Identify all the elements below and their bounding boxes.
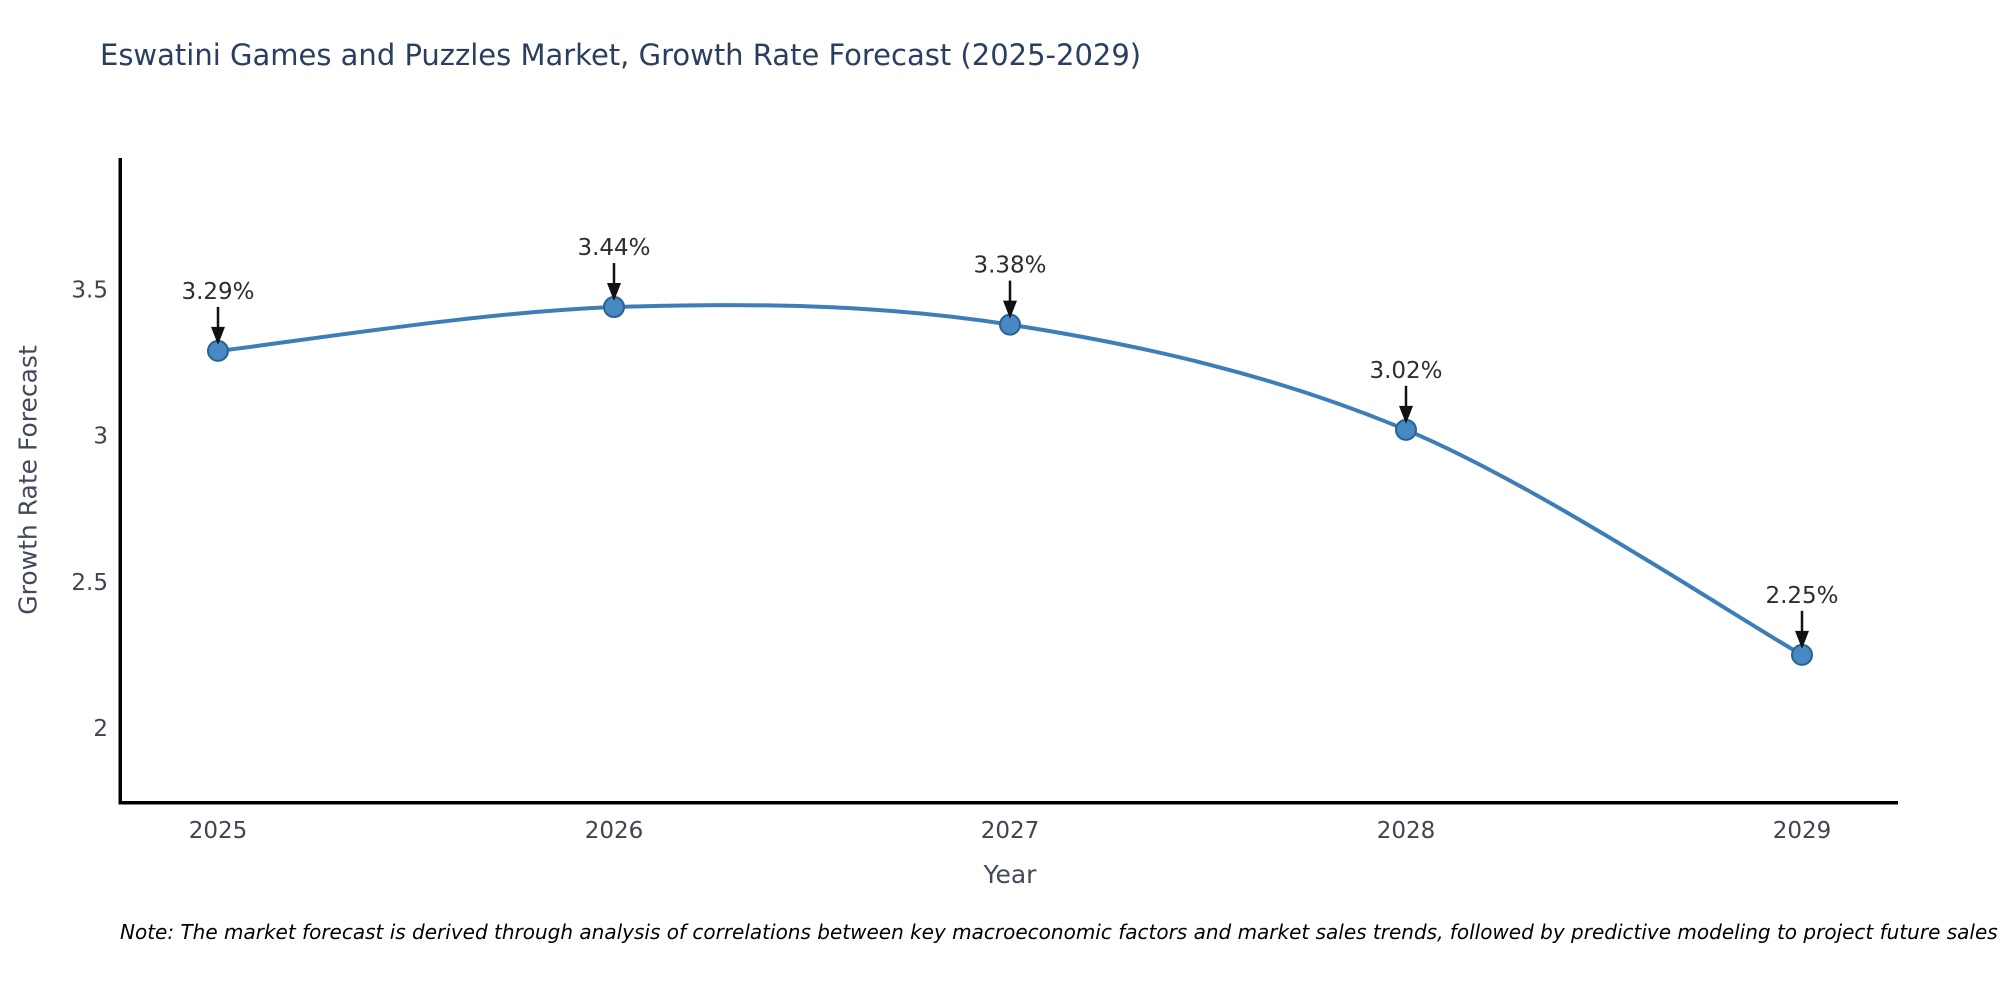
- x-tick-label: 2029: [1773, 818, 1832, 844]
- y-tick-label: 2: [93, 716, 108, 742]
- data-label: 3.29%: [181, 279, 254, 305]
- data-label: 3.02%: [1369, 358, 1442, 384]
- x-tick-label: 2026: [585, 818, 644, 844]
- x-tick-label: 2025: [189, 818, 248, 844]
- x-axis-title: Year: [983, 860, 1037, 889]
- trend-line: [216, 303, 1804, 657]
- x-tick-label: 2028: [1377, 818, 1436, 844]
- y-tick-label: 3: [93, 424, 108, 450]
- y-tick-label: 2.5: [71, 570, 108, 596]
- annotation-arrowhead: [1003, 300, 1017, 319]
- data-label: 2.25%: [1765, 583, 1838, 609]
- y-axis-title: Growth Rate Forecast: [13, 345, 43, 615]
- x-axis-spine: [118, 801, 1898, 805]
- y-axis-spine: [118, 158, 122, 805]
- x-tick-label: 2027: [981, 818, 1040, 844]
- annotation-arrowhead: [1399, 405, 1413, 424]
- footnote: Note: The market forecast is derived thr…: [120, 920, 1998, 944]
- data-label: 3.44%: [577, 235, 650, 261]
- data-label: 3.38%: [973, 253, 1046, 279]
- annotation-arrowhead: [1795, 630, 1809, 649]
- annotation-arrowhead: [607, 283, 621, 302]
- y-tick-label: 3.5: [71, 278, 108, 304]
- annotation-arrowhead: [211, 326, 225, 345]
- chart-title: Eswatini Games and Puzzles Market, Growt…: [100, 38, 1142, 72]
